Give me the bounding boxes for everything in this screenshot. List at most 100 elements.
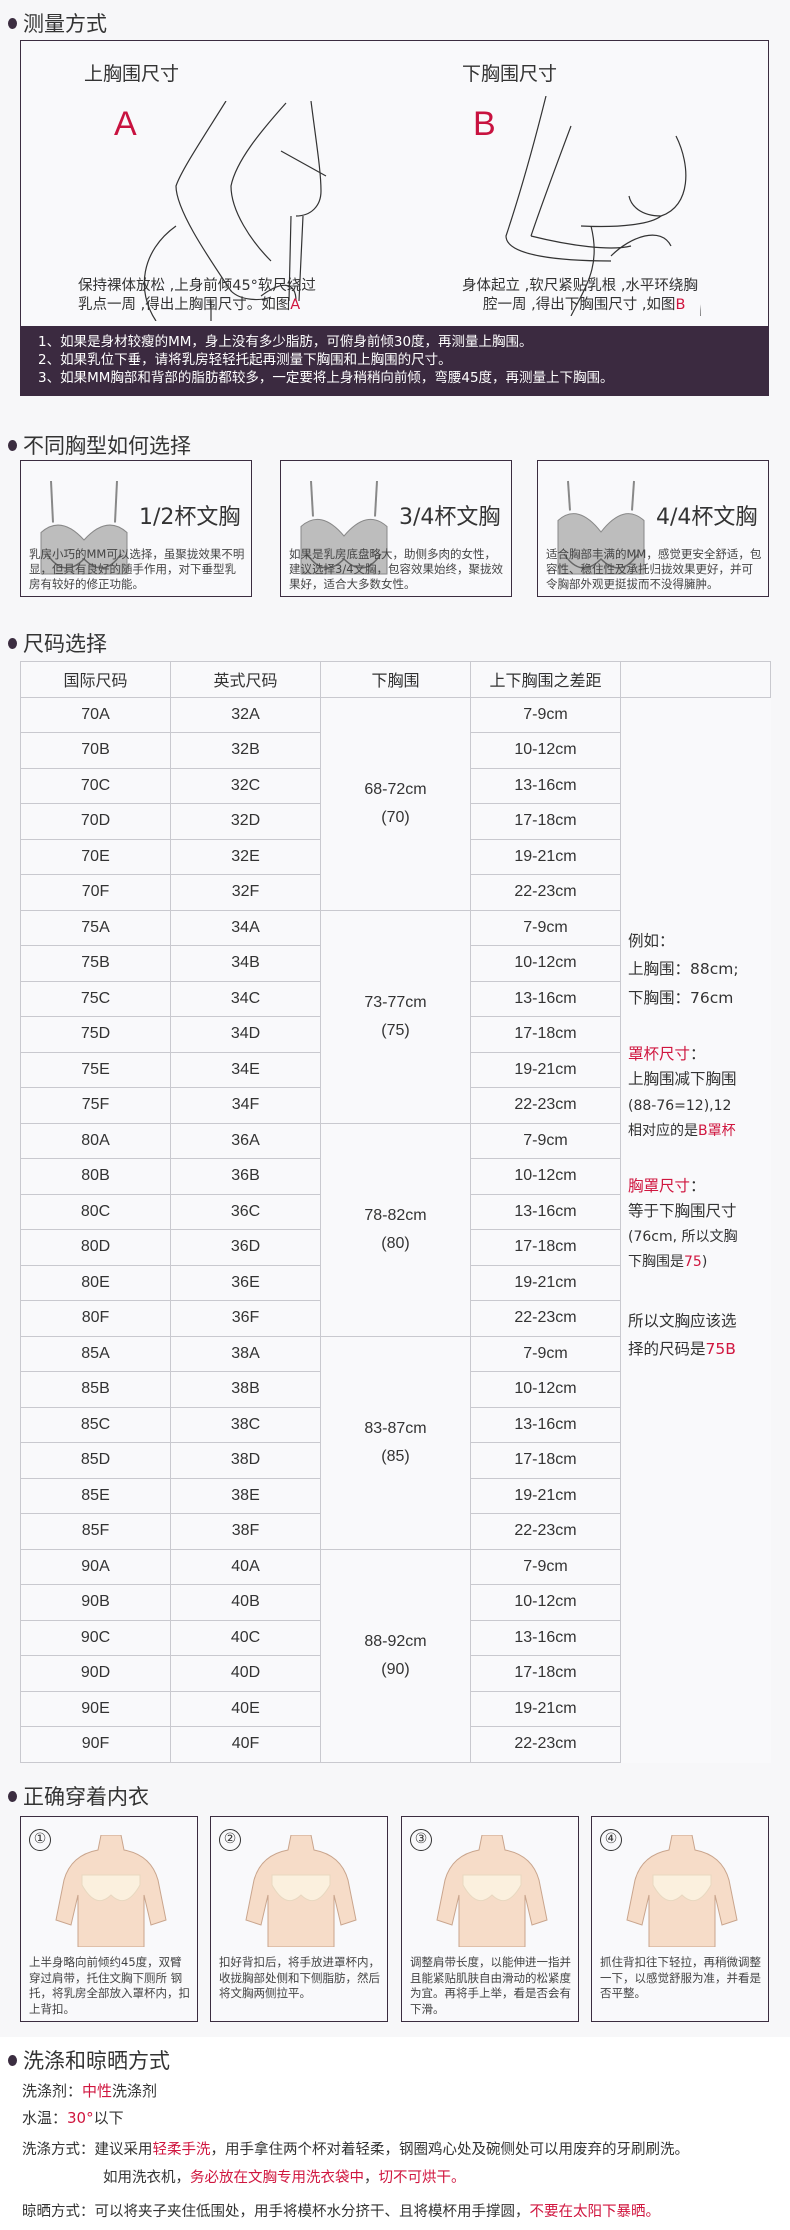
caption-text: 腔一周 ,得出下胸围尺寸 ,如图 <box>483 297 676 313</box>
bust-diff: 13-16cm <box>470 1406 621 1443</box>
table-row: 90C 40C 13-16cm <box>20 1619 771 1656</box>
bust-diff: 22-23cm <box>470 874 621 911</box>
bust-diff: 13-16cm <box>470 767 621 804</box>
table-row: 75F 34F 22-23cm <box>20 1087 771 1124</box>
intl-size: 90F <box>20 1726 171 1763</box>
uk-size: 38E <box>170 1477 321 1514</box>
cup-type-card: 4/4杯文胸 适合胸部丰满的MM，感觉更安全舒适，包容性、稳住性及承托归拢效果更… <box>537 460 769 597</box>
intl-size: 75B <box>20 945 171 982</box>
step-number: ③ <box>410 1829 432 1851</box>
bust-diff: 17-18cm <box>470 1229 621 1266</box>
letter-a: A <box>114 105 137 143</box>
under-code: (75) <box>381 1021 410 1039</box>
table-row: 70C 32C 13-16cm <box>20 767 771 804</box>
wash-method: 洗涤方式：建议采用轻柔手洗，用手拿住两个杯对着轻柔，钢圈鸡心处及碗侧处可以用废弃… <box>22 2138 689 2159</box>
intl-size: 75F <box>20 1087 171 1124</box>
bust-diff: 10-12cm <box>470 732 621 769</box>
uk-size: 36F <box>170 1300 321 1337</box>
example-line: 上胸围：88cm; <box>628 960 739 978</box>
under-range: 78-82cm <box>364 1206 427 1224</box>
uk-size: 40F <box>170 1726 321 1763</box>
upper-measure-illustration <box>143 101 327 321</box>
bust-diff: 17-18cm <box>470 1442 621 1479</box>
uk-size: 38F <box>170 1513 321 1550</box>
uk-size: 32C <box>170 767 321 804</box>
bullet-icon <box>8 1790 17 1802</box>
under-code: (90) <box>381 1660 410 1678</box>
bust-diff: 19-21cm <box>470 838 621 875</box>
table-row: 90F 40F 22-23cm <box>20 1726 771 1763</box>
step-number: ② <box>219 1829 241 1851</box>
table-row: 80D 36D 17-18cm <box>20 1229 771 1266</box>
example-line: (88-76=12),12 <box>628 1098 732 1114</box>
uk-size: 34B <box>170 945 321 982</box>
table-row: 70D 32D 17-18cm <box>20 803 771 840</box>
cup-label: 1/2杯文胸 <box>139 505 241 530</box>
bust-diff: 7-9cm <box>470 1122 621 1159</box>
table-row: 90A 40A 88-92cm (90) 7-9cm <box>20 1548 771 1763</box>
wear-step-card: ② 扣好背扣后，将手放进罩杯内，收拢胸部处侧和下侧脂肪，然后将文胸两侧拉平。 <box>210 1816 388 2022</box>
under-range: 83-87cm <box>364 1419 427 1437</box>
title-text: 不同胸型如何选择 <box>23 434 191 458</box>
wearing-illustration <box>626 1835 738 1947</box>
intl-size: 85F <box>20 1513 171 1550</box>
section-title-cups: 不同胸型如何选择 <box>8 430 191 460</box>
table-row: 80E 36E 19-21cm <box>20 1264 771 1301</box>
uk-size: 40B <box>170 1584 321 1621</box>
table-row: 70A 32A 68-72cm (70) 7-9cm <box>20 696 771 911</box>
cup-type-card: 1/2杯文胸 乳房小巧的MM可以选择，虽聚拢效果不明显，但具有良好的随手作用，对… <box>20 460 252 597</box>
wear-step-card: ④ 抓住背扣往下轻拉，再稍微调整一下，以感觉舒服为准，并看是否平整。 <box>591 1816 769 2022</box>
band-title: 胸罩尺寸： <box>628 1177 706 1195</box>
wash-detergent: 洗涤剂：中性洗涤剂 <box>22 2080 157 2101</box>
bust-diff: 10-12cm <box>470 1158 621 1195</box>
tip: 3、如果MM胸部和背部的脂肪都较多，一定要将上身稍稍向前倾，弯腰45度，再测量上… <box>38 370 614 386</box>
intl-size: 70E <box>20 838 171 875</box>
example-line: 下胸围是75) <box>628 1253 707 1271</box>
cup-label: 4/4杯文胸 <box>656 505 758 530</box>
cup-title-text: 罩杯尺寸 <box>628 1045 691 1063</box>
wash-machine: 如用洗衣机，务必放在文胸专用洗衣袋中，切不可烘干。 <box>103 2166 466 2187</box>
header-intl: 国际尺码 <box>20 661 171 698</box>
section-title-measure: 测量方式 <box>8 8 107 38</box>
intl-size: 75A <box>20 909 171 946</box>
text: 相对应的是 <box>628 1123 698 1139</box>
bust-diff: 17-18cm <box>470 803 621 840</box>
label: 洗涤剂： <box>22 2082 83 2100</box>
example-line: 择的尺码是75B <box>628 1340 736 1358</box>
step-number: ① <box>29 1829 51 1851</box>
intl-size: 80D <box>20 1229 171 1266</box>
uk-size: 38C <box>170 1406 321 1443</box>
intl-size: 70B <box>20 732 171 769</box>
intl-size: 85E <box>20 1477 171 1514</box>
cup-desc: 乳房小巧的MM可以选择，虽聚拢效果不明显，但具有良好的随手作用，对下垂型乳房有较… <box>29 547 245 591</box>
highlight: 务必放在文胸专用洗衣袋中 <box>190 2170 364 2186</box>
uk-size: 36D <box>170 1229 321 1266</box>
caption-ref: A <box>290 297 301 313</box>
uk-size: 34C <box>170 980 321 1017</box>
example-line: 上胸围减下胸围 <box>628 1070 737 1088</box>
uk-size: 32D <box>170 803 321 840</box>
band-title-text: 胸罩尺寸 <box>628 1177 691 1195</box>
under-bust: 88-92cm (90) <box>320 1548 471 1763</box>
bust-diff: 17-18cm <box>470 1655 621 1692</box>
table-row: 70B 32B 10-12cm <box>20 732 771 769</box>
table-row: 70F 32F 22-23cm <box>20 874 771 911</box>
text: ， <box>364 2170 379 2186</box>
uk-size: 32E <box>170 838 321 875</box>
bullet-icon <box>8 2054 17 2066</box>
table-row: 85B 38B 10-12cm <box>20 1371 771 1408</box>
uk-size: 38A <box>170 1335 321 1372</box>
intl-size: 70A <box>20 696 171 733</box>
step-desc: 扣好背扣后，将手放进罩杯内，收拢胸部处侧和下侧脂肪，然后将文胸两侧拉平。 <box>219 1955 380 2000</box>
lower-title: 下胸围尺寸 <box>462 63 558 85</box>
bust-diff: 13-16cm <box>470 1619 621 1656</box>
intl-size: 80E <box>20 1264 171 1301</box>
under-range: 88-92cm <box>364 1632 427 1650</box>
intl-size: 75D <box>20 1016 171 1053</box>
caption-ref: B <box>675 297 686 313</box>
example-cell <box>620 661 771 698</box>
table-row: 75A 34A 73-77cm (75) 7-9cm <box>20 909 771 1124</box>
uk-size: 36C <box>170 1193 321 1230</box>
under-code: (70) <box>381 808 410 826</box>
table-row: 90D 40D 17-18cm <box>20 1655 771 1692</box>
